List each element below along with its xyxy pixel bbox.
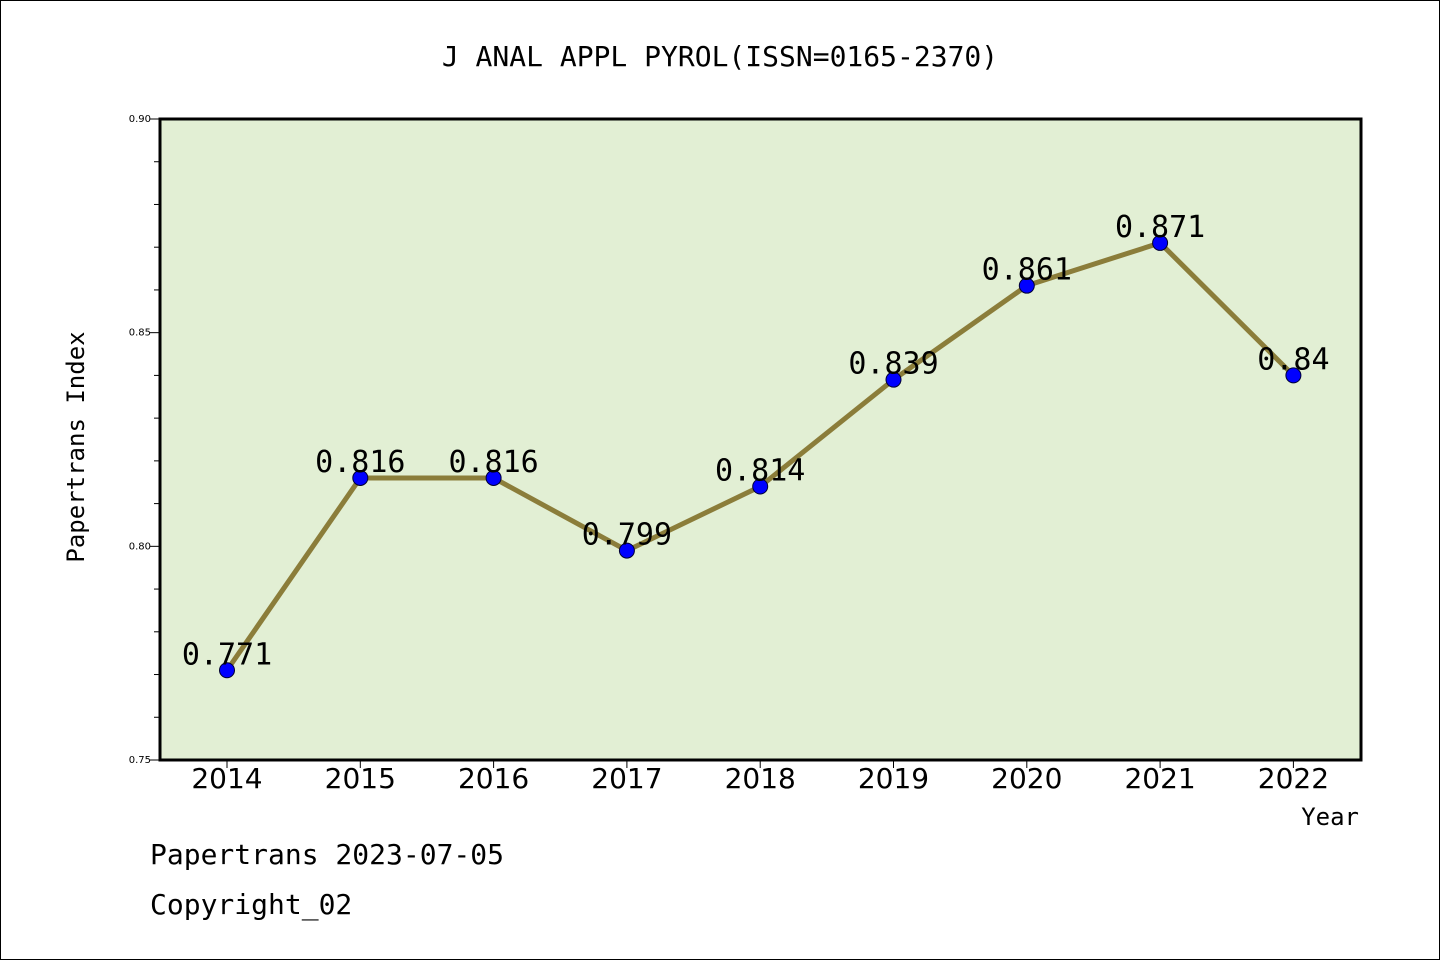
data-labels: 0.771 0.816 0.816 0.799 0.814 0.839 0.861 0.871… <box>182 210 1330 672</box>
data-point <box>485 469 502 486</box>
data-point <box>1018 277 1035 294</box>
data-point <box>352 469 369 486</box>
y-tick-label: 0.90 <box>129 114 151 125</box>
x-tick-label: 2014 <box>191 762 262 795</box>
x-tick-label: 2022 <box>1258 762 1329 795</box>
data-label: 0.839 <box>848 347 938 382</box>
data-point <box>618 542 635 559</box>
x-tick-label: 2015 <box>325 762 396 795</box>
data-label: 0.799 <box>582 518 672 553</box>
footer-copyright: Copyright_02 <box>150 888 352 922</box>
data-point <box>1152 234 1169 251</box>
data-point <box>1285 367 1302 384</box>
data-point <box>885 371 902 388</box>
footer-source: Papertrans 2023-07-05 <box>150 838 504 871</box>
data-label: 0.861 <box>982 253 1072 288</box>
data-label: 0.814 <box>715 454 805 489</box>
x-axis: 2014 2015 2016 2017 2018 2019 2020 2021 2022 <box>191 760 1329 795</box>
x-tick-label: 2020 <box>991 762 1062 795</box>
series-markers <box>219 234 1302 679</box>
data-label: 0.871 <box>1115 210 1205 245</box>
y-axis-label: Papertrans Index <box>62 331 90 562</box>
y-tick-label: 0.80 <box>129 541 151 552</box>
x-tick-label: 2019 <box>858 762 929 795</box>
chart-title: J ANAL APPL PYROL(ISSN=0165-2370) <box>442 40 998 73</box>
y-tick-label: 0.75 <box>129 755 151 766</box>
data-label: 0.771 <box>182 637 272 672</box>
data-label: 0.816 <box>315 445 405 480</box>
x-tick-label: 2016 <box>458 762 529 795</box>
data-label: 0.84 <box>1257 342 1329 377</box>
y-tick-label: 0.85 <box>129 328 151 339</box>
data-point <box>752 478 769 495</box>
x-tick-label: 2021 <box>1124 762 1195 795</box>
y-axis: 0.75 0.80 0.85 0.90 <box>129 114 160 766</box>
x-tick-label: 2018 <box>725 762 796 795</box>
x-tick-label: 2017 <box>591 762 662 795</box>
x-axis-label: Year <box>1301 803 1359 831</box>
data-point <box>219 662 235 679</box>
data-label: 0.816 <box>448 445 538 480</box>
plot-area <box>158 117 1363 762</box>
